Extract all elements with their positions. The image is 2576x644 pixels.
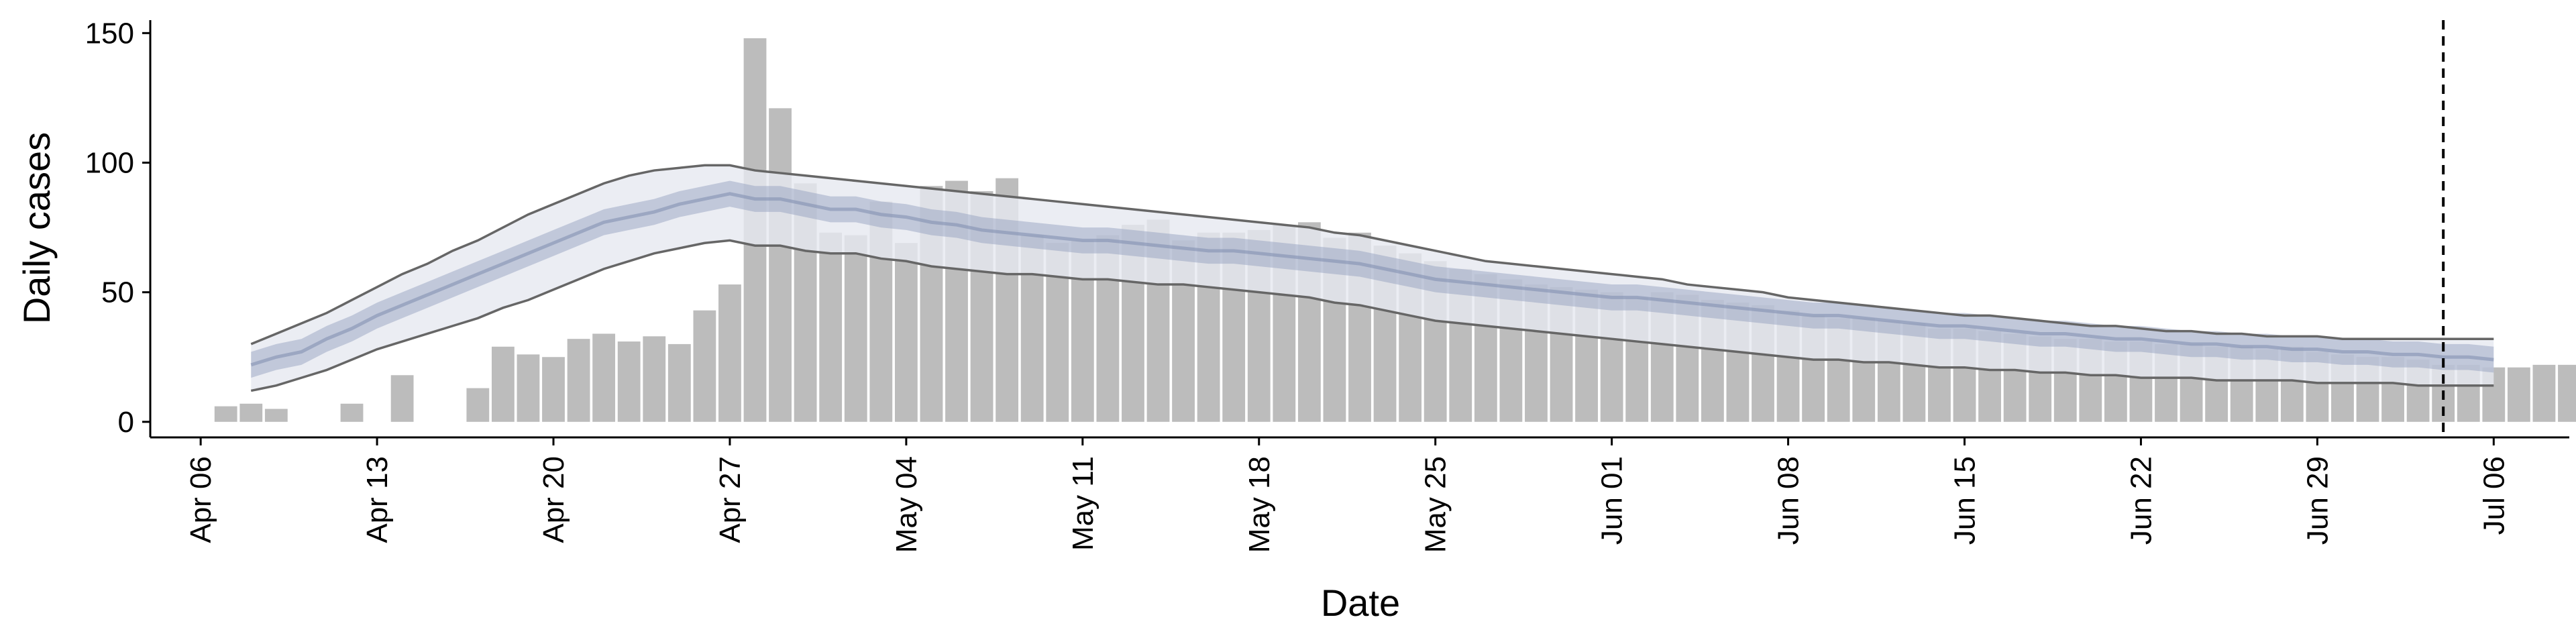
bar <box>819 232 843 422</box>
lower-bound-line <box>250 239 2494 392</box>
bar <box>214 406 237 422</box>
ticks-layer: 0 50 100 150 Apr 06 Apr 13 Apr 20 Apr 27 May 04 M… <box>85 17 2511 553</box>
x-tick-label: Jun 29 <box>2301 456 2334 545</box>
bar <box>2558 364 2576 422</box>
bar <box>894 243 918 422</box>
bar <box>592 333 616 422</box>
bar <box>264 409 288 422</box>
x-tick-label: Jul 06 <box>2477 456 2510 535</box>
upper-bound-line <box>250 164 2494 345</box>
bar <box>517 354 540 422</box>
bar <box>693 310 716 422</box>
bar <box>2507 367 2530 422</box>
bar <box>340 403 364 422</box>
x-tick-label: Jun 15 <box>1949 456 1982 545</box>
bar <box>769 108 792 422</box>
y-tick-label: 100 <box>85 146 134 179</box>
x-tick-label: Jun 08 <box>1772 456 1805 545</box>
bar <box>2532 364 2556 422</box>
y-tick-label: 150 <box>85 17 134 50</box>
x-tick-label: Jun 22 <box>2125 456 2157 545</box>
y-axis-title: Daily cases <box>15 132 58 324</box>
bar <box>491 346 515 422</box>
bar <box>567 339 590 422</box>
bar <box>844 235 867 422</box>
bar <box>390 375 414 422</box>
x-tick-label: Apr 20 <box>537 456 570 543</box>
x-tick-label: Apr 13 <box>361 456 394 543</box>
x-tick-label: May 11 <box>1067 456 1099 551</box>
bar <box>239 403 263 422</box>
y-tick-label: 50 <box>101 276 134 309</box>
inner-interval-band <box>251 180 2494 378</box>
x-tick-label: Apr 27 <box>714 456 747 543</box>
x-tick-label: Jun 01 <box>1596 456 1629 545</box>
outer-interval-band <box>251 165 2494 391</box>
bar <box>617 341 641 422</box>
model-layer <box>250 164 2494 392</box>
x-tick-label: Apr 06 <box>184 456 217 543</box>
bar <box>643 336 666 422</box>
y-tick-label: 0 <box>118 406 134 439</box>
x-tick-label: May 04 <box>890 456 923 553</box>
median-line <box>250 192 2494 367</box>
x-axis-title: Date <box>1321 582 1400 624</box>
x-tick-label: May 25 <box>1419 456 1452 553</box>
x-tick-label: May 18 <box>1243 456 1276 553</box>
bar <box>466 388 490 422</box>
bar <box>718 284 741 422</box>
bar <box>542 357 565 422</box>
bar <box>667 343 691 422</box>
